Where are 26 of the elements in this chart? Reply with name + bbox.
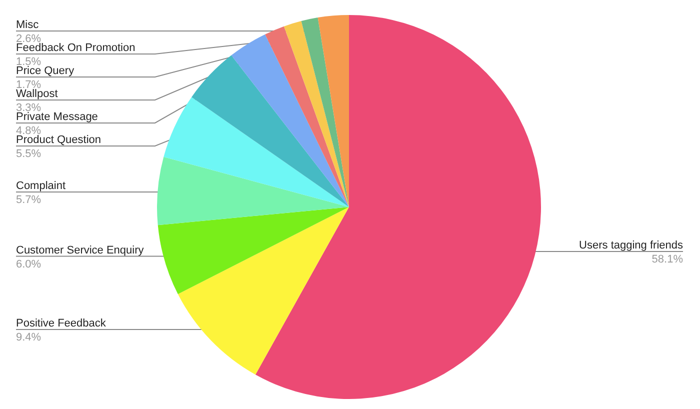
slice-label: Product Question bbox=[16, 134, 101, 146]
pie-slice bbox=[157, 156, 349, 226]
pie-slice bbox=[255, 15, 541, 399]
pie-slice bbox=[301, 18, 349, 207]
slice-label: Complaint bbox=[16, 180, 66, 192]
data-label: 6.0% bbox=[16, 258, 42, 270]
pie-slice bbox=[192, 55, 349, 207]
data-label: 58.1% bbox=[652, 253, 684, 266]
slice-label: Price Query bbox=[16, 64, 75, 77]
pie-slice bbox=[318, 15, 349, 207]
data-label: 5.7% bbox=[16, 194, 42, 206]
slice-label: Users tagging friends bbox=[579, 239, 684, 252]
slice-label: Wallpost bbox=[16, 88, 58, 100]
slice-label: Feedback On Promotion bbox=[16, 42, 136, 54]
pie-slice bbox=[265, 26, 349, 207]
pie-slice bbox=[164, 97, 349, 207]
slice-label: Private Message bbox=[16, 110, 98, 123]
slice-label: Customer Service Enquiry bbox=[16, 244, 144, 256]
pie-slice bbox=[284, 21, 349, 207]
slice-label: Misc bbox=[16, 18, 40, 31]
data-label: 9.4% bbox=[16, 332, 42, 344]
pie-slice bbox=[178, 207, 349, 375]
pie-slice bbox=[231, 34, 349, 207]
slice-label: Positive Feedback bbox=[16, 318, 106, 330]
pie-slice bbox=[158, 207, 349, 294]
data-label: 5.5% bbox=[16, 148, 42, 160]
